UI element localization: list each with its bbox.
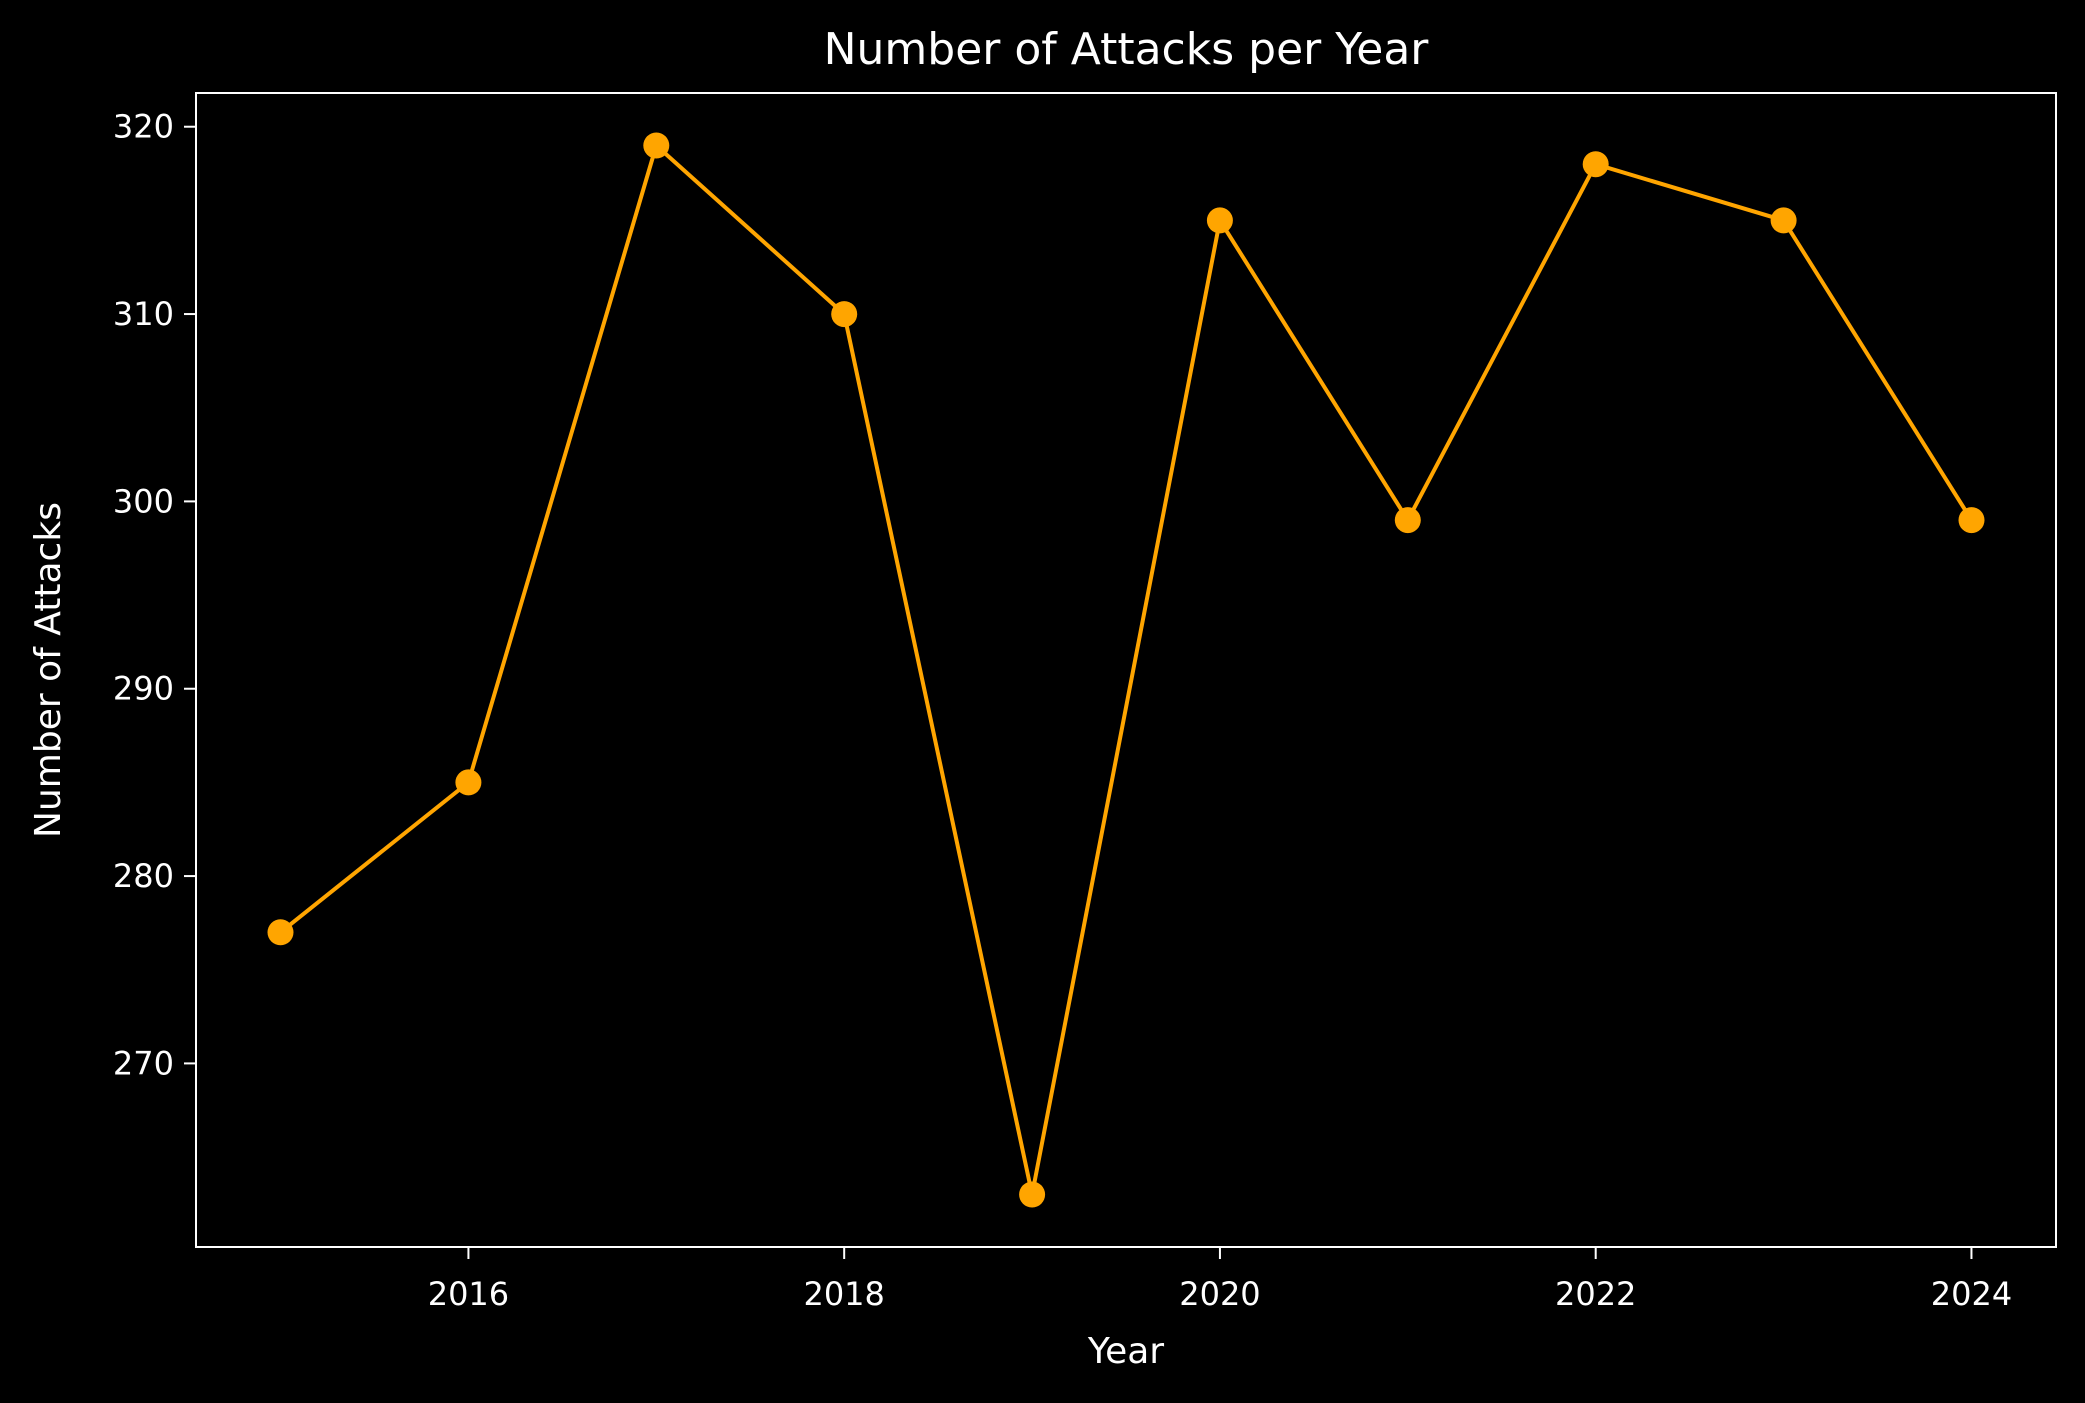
chart-title: Number of Attacks per Year: [824, 24, 1430, 75]
series-line: [279, 143, 1974, 1197]
data-point: [831, 301, 858, 328]
y-axis-label: Number of Attacks: [28, 502, 69, 838]
axes-frame: [195, 92, 2057, 1248]
data-point: [1582, 151, 1609, 178]
y-tick-label: 280: [113, 857, 174, 895]
y-tick-label: 300: [113, 482, 174, 520]
data-point: [1958, 507, 1985, 534]
y-axis-ticks: 270 280 290 300 310 320: [113, 108, 196, 1082]
x-tick-label: 2018: [803, 1275, 884, 1313]
x-tick-label: 2016: [428, 1275, 509, 1313]
y-tick-label: 320: [113, 108, 174, 146]
x-tick-label: 2020: [1179, 1275, 1260, 1313]
x-axis-ticks: 2016 2018 2020 2022 2024: [428, 1247, 2012, 1313]
x-axis-label: Year: [1087, 1331, 1164, 1372]
y-tick-label: 270: [113, 1044, 174, 1082]
y-tick-label: 310: [113, 295, 174, 333]
data-point: [1770, 207, 1797, 234]
data-point: [1019, 1181, 1046, 1208]
plot-area: [267, 132, 1985, 1208]
data-point: [455, 769, 482, 796]
x-tick-label: 2022: [1555, 1275, 1636, 1313]
y-tick-label: 290: [113, 670, 174, 708]
data-point: [1206, 207, 1233, 234]
data-point: [267, 919, 294, 946]
data-point: [1394, 507, 1421, 534]
data-point: [643, 132, 670, 159]
x-tick-label: 2024: [1931, 1275, 2012, 1313]
